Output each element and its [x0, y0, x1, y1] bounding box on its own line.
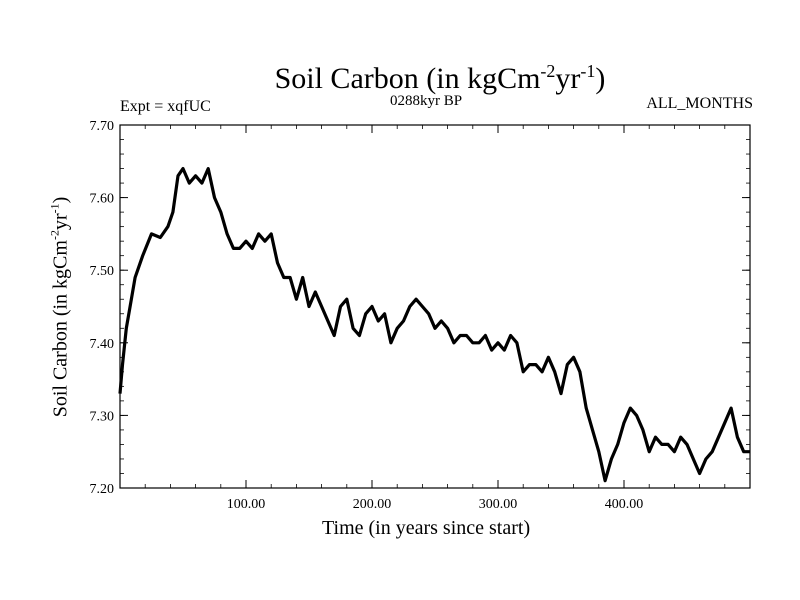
series-line-soil-carbon	[118, 167, 750, 483]
y-tick-label: 7.70	[90, 119, 115, 134]
x-tick-label: 400.00	[605, 497, 644, 512]
y-tick-label: 7.50	[90, 264, 115, 279]
x-tick-label: 100.00	[227, 497, 266, 512]
x-tick-label: 300.00	[479, 497, 518, 512]
x-tick-label: 200.00	[353, 497, 392, 512]
x-axis-label: Time (in years since start)	[322, 517, 531, 539]
y-tick-label: 7.60	[90, 192, 115, 207]
period-label: 0288kyr BP	[390, 93, 463, 109]
months-label: ALL_MONTHS	[646, 95, 753, 112]
y-tick-label: 7.40	[90, 337, 115, 352]
y-tick-label: 7.20	[90, 482, 115, 497]
experiment-label: Expt = xqfUC	[120, 98, 211, 115]
chart-title: Soil Carbon (in kgCm-2yr-1)	[274, 61, 606, 95]
y-tick-label: 7.30	[90, 409, 115, 424]
plot-frame	[119, 124, 751, 489]
